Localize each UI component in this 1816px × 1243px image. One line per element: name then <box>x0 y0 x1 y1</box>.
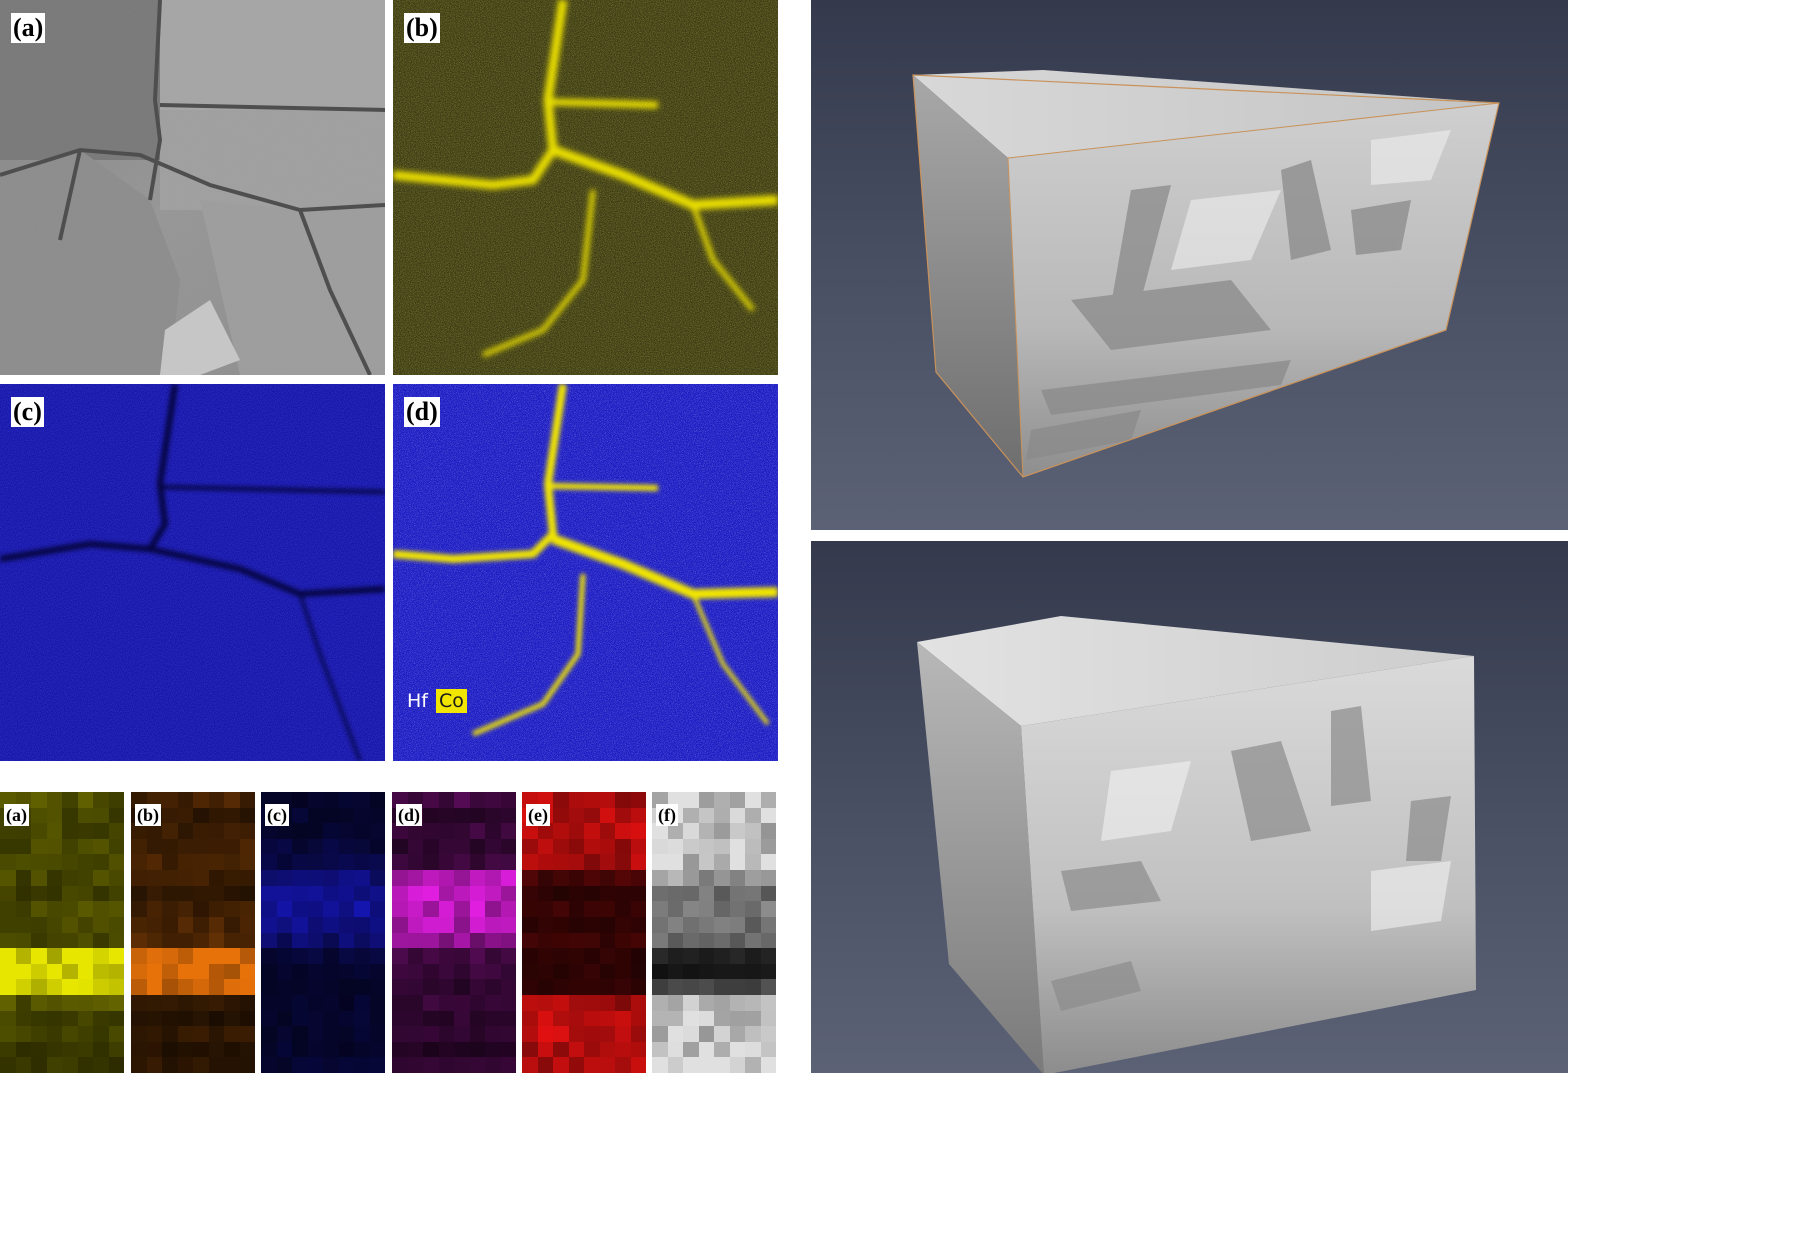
pixel-map-label: (f) <box>656 804 678 826</box>
panel-label: (c) <box>11 397 44 427</box>
pixel-map-label: (c) <box>265 804 289 826</box>
pixel-map-c: (c) <box>261 792 385 1073</box>
volume-box <box>917 616 1476 1073</box>
pixel-map-label: (d) <box>396 804 422 826</box>
pixel-map-label: (e) <box>526 804 550 826</box>
pixel-map-e: (e) <box>522 792 646 1073</box>
panel-c-hf-map: (c) <box>0 384 385 761</box>
hf-map-image <box>0 384 385 761</box>
element-legend: Hf Co <box>405 689 467 713</box>
rendering-top <box>811 0 1568 530</box>
panel-b-co-map: (b) <box>393 0 778 375</box>
rendering-bottom <box>811 541 1568 1073</box>
panel-label: (b) <box>404 13 440 43</box>
panel-label: (a) <box>11 13 46 43</box>
co-map-image <box>393 0 778 375</box>
pixel-map-a: (a) <box>0 792 124 1073</box>
pixel-map-d: (d) <box>392 792 516 1073</box>
panel-d-overlay: (d) Hf Co <box>393 384 778 761</box>
pixel-map-b: (b) <box>131 792 255 1073</box>
panel-label: (d) <box>404 397 440 427</box>
pixel-map-label: (b) <box>135 804 161 826</box>
volume-box-outlined <box>912 70 1500 478</box>
pixel-map-label: (a) <box>4 804 29 826</box>
legend-hf: Hf <box>407 690 428 712</box>
panel-a-brightfield: (a) <box>0 0 385 375</box>
pixel-map-f: (f) <box>652 792 776 1073</box>
brightfield-image <box>0 0 385 375</box>
legend-co: Co <box>435 689 467 713</box>
